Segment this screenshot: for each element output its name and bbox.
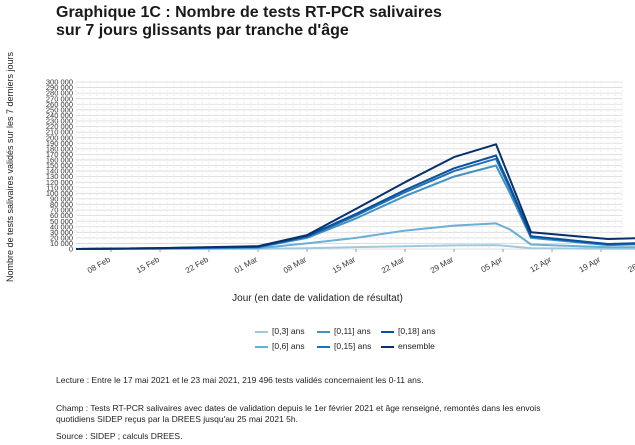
y-tick-label: 150 000 (46, 161, 73, 170)
legend-swatch (381, 330, 394, 333)
y-tick-label: 60 000 (50, 211, 73, 220)
legend-label: ensemble (398, 341, 435, 351)
legend-label: [0,18] ans (398, 326, 436, 336)
y-tick-label: 160 000 (46, 156, 73, 165)
champ-note-line1: Champ : Tests RT-PCR salivaires avec dat… (56, 403, 541, 413)
legend-swatch (317, 345, 330, 348)
y-tick-label: 250 000 (46, 105, 73, 114)
x-tick-label: 22 Mar (380, 255, 406, 275)
legend-item: [0,18] ans (381, 326, 435, 336)
chart-title-line2: sur 7 jours glissants par tranche d'âge (56, 22, 349, 39)
y-tick-label: 40 000 (50, 222, 73, 231)
y-tick-label: 10 000 (50, 239, 73, 248)
y-tick-label: 110 000 (46, 183, 73, 192)
legend-item: [0,15] ans (317, 341, 371, 351)
y-tick-label: 260 000 (46, 100, 73, 109)
y-tick-label: 80 000 (50, 200, 73, 209)
x-tick-label: 15 Mar (331, 255, 357, 275)
legend-item: ensemble (381, 341, 435, 351)
x-tick-label: 08 Feb (86, 255, 113, 276)
legend-item: [0,3] ans (255, 326, 305, 336)
y-tick-label: 280 000 (46, 89, 73, 98)
y-tick-label: 290 000 (46, 83, 73, 92)
series-line-5 (75, 143, 635, 250)
x-tick-label: 12 Apr (528, 255, 553, 275)
y-tick-label: 210 000 (46, 128, 73, 137)
legend-item: [0,11] ans (317, 326, 371, 336)
y-tick-label: 30 000 (50, 228, 73, 237)
legend-label: [0,6] ans (272, 341, 305, 351)
x-axis-label: Jour (en date de validation de résultat) (232, 293, 403, 304)
y-tick-label: 100 000 (46, 189, 73, 198)
legend-label: [0,3] ans (272, 326, 305, 336)
x-tick-label: 22 Feb (184, 255, 211, 276)
y-tick-label: 70 000 (50, 206, 73, 215)
legend-item: [0,6] ans (255, 341, 305, 351)
y-tick-label: 300 000 (46, 78, 73, 87)
y-tick-label: 140 000 (46, 167, 73, 176)
x-tick-label: 19 Apr (577, 255, 602, 275)
y-tick-label: 50 000 (50, 217, 73, 226)
series-line-0 (75, 244, 635, 250)
champ-note-line2: quotidiens SIDEP reçus par la DREES jusq… (56, 413, 298, 424)
legend-label: [0,15] ans (334, 341, 372, 351)
lecture-note: Lecture : Entre le 17 mai 2021 et le 23 … (56, 375, 424, 385)
legend-swatch (255, 330, 268, 333)
legend-label: [0,11] ans (334, 326, 371, 336)
y-tick-label: 200 000 (46, 133, 73, 142)
y-tick-label: 170 000 (46, 150, 73, 159)
legend-swatch (255, 345, 268, 348)
x-tick-label: 15 Feb (135, 255, 162, 276)
y-tick-label: 130 000 (46, 172, 73, 181)
grid-lines (75, 81, 623, 250)
series-line-2 (75, 164, 635, 250)
chart-title: Graphique 1C : Nombre de tests RT-PCR sa… (56, 4, 442, 40)
y-tick-label: 220 000 (46, 122, 73, 131)
y-tick-label: 0 (69, 245, 73, 254)
x-tick-label: 08 Mar (282, 255, 308, 275)
y-tick-label: 270 000 (46, 94, 73, 103)
x-tick-label: 01 Mar (233, 255, 259, 275)
legend-swatch (381, 345, 394, 348)
chart-legend: [0,3] ans [0,6] ans [0,11] ans [0,15] ans [0… (255, 326, 455, 356)
y-tick-label: 190 000 (46, 139, 73, 148)
y-tick-label: 230 000 (46, 117, 73, 126)
y-tick-label: 240 000 (46, 111, 73, 120)
x-tick-label: 29 Mar (429, 255, 455, 275)
x-tick-label: 05 Apr (479, 255, 504, 275)
chart-title-line1: Graphique 1C : Nombre de tests RT-PCR sa… (56, 4, 442, 21)
source-note: Source : SIDEP ; calculs DREES. (56, 431, 183, 441)
champ-note: Champ : Tests RT-PCR salivaires avec dat… (56, 403, 556, 424)
x-tick-label: 26 Apr (626, 255, 635, 275)
y-tick-label: 120 000 (46, 178, 73, 187)
y-tick-label: 180 000 (46, 144, 73, 153)
y-tick-label: 20 000 (50, 233, 73, 242)
series-line-1 (75, 222, 635, 250)
series-line-4 (75, 154, 635, 250)
y-tick-label: 90 000 (50, 195, 73, 204)
legend-swatch (317, 330, 330, 333)
